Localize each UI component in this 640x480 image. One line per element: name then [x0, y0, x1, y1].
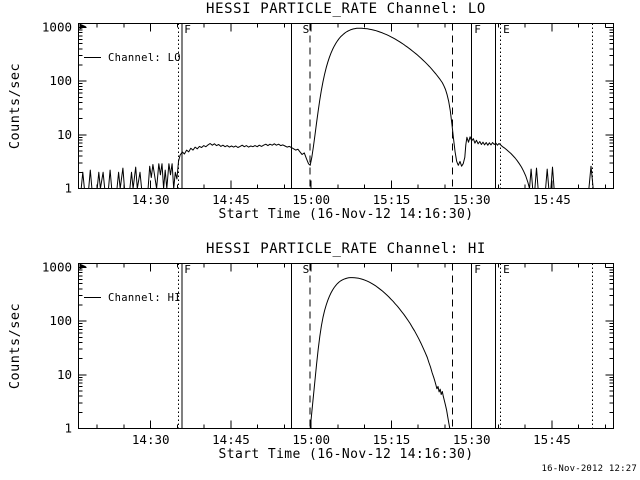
event-flag-label: E	[503, 23, 510, 36]
y-tick-label: 1000	[42, 19, 72, 34]
x-tick-label: 15:15	[373, 192, 411, 207]
y-tick-label: 100	[49, 73, 72, 88]
panel-channel-lo: 1 10 100 1000 14:30 14:45 15:00 15:15 15:30 15:45…	[7, 1, 614, 222]
event-flag-label: S	[303, 263, 310, 276]
legend-label: Channel: LO	[108, 51, 181, 64]
x-tick-label: 15:00	[292, 192, 330, 207]
x-tick-label: 14:45	[212, 192, 250, 207]
legend-label: Channel: HI	[108, 291, 181, 304]
plot-box	[78, 23, 614, 189]
clip-marker	[79, 263, 87, 270]
x-tick-label: 15:15	[373, 432, 411, 447]
event-flag-label: F	[184, 23, 191, 36]
event-flag-label: E	[503, 263, 510, 276]
x-tick-label: 15:30	[453, 192, 491, 207]
x-axis-label-lo: Start Time (16-Nov-12 14:16:30)	[218, 207, 474, 222]
legend-lo: Channel: LO	[84, 51, 181, 64]
y-tick-label: 10	[57, 367, 72, 382]
plot-svg-lo: 1 10 100 1000 14:30 14:45 15:00 15:15 15:30 15:45…	[42, 19, 614, 207]
clip-marker	[79, 23, 87, 30]
x-axis-label-hi: Start Time (16-Nov-12 14:16:30)	[218, 447, 474, 462]
plot-box	[78, 263, 614, 429]
legend-line-sample	[84, 57, 101, 58]
x-tick-label: 15:30	[453, 432, 491, 447]
plot-svg-hi: 1 10 100 1000 14:30 14:45 15:00 15:15 15:30 15:45…	[42, 259, 614, 447]
generation-timestamp: 16-Nov-2012 12:27	[541, 464, 637, 474]
data-curve	[309, 277, 451, 429]
x-tick-label: 15:45	[533, 192, 571, 207]
event-flag-label: F	[474, 263, 481, 276]
y-axis-label-lo: Counts/sec	[7, 62, 23, 150]
event-flag-label: F	[184, 263, 191, 276]
x-tick-label: 14:45	[212, 432, 250, 447]
y-tick-label: 1	[64, 421, 72, 436]
y-tick-label: 10	[57, 127, 72, 142]
event-flag-label: F	[474, 23, 481, 36]
event-flag-label: S	[303, 23, 310, 36]
panel-channel-hi: 1 10 100 1000 14:30 14:45 15:00 15:15 15:30 15:45…	[0, 240, 640, 480]
x-tick-label: 15:45	[533, 432, 571, 447]
legend-hi: Channel: HI	[84, 291, 181, 304]
y-tick-label: 100	[49, 313, 72, 328]
y-tick-label: 1	[64, 181, 72, 196]
chart-title-hi: HESSI PARTICLE_RATE Channel: HI	[206, 241, 486, 257]
x-tick-label: 14:30	[132, 192, 170, 207]
chart-title-lo: HESSI PARTICLE_RATE Channel: LO	[206, 1, 486, 17]
y-tick-label: 1000	[42, 259, 72, 274]
data-curve	[78, 27, 611, 189]
x-tick-label: 15:00	[292, 432, 330, 447]
x-tick-label: 14:30	[132, 432, 170, 447]
y-axis-label-hi: Counts/sec	[7, 302, 23, 390]
legend-line-sample	[84, 297, 101, 298]
